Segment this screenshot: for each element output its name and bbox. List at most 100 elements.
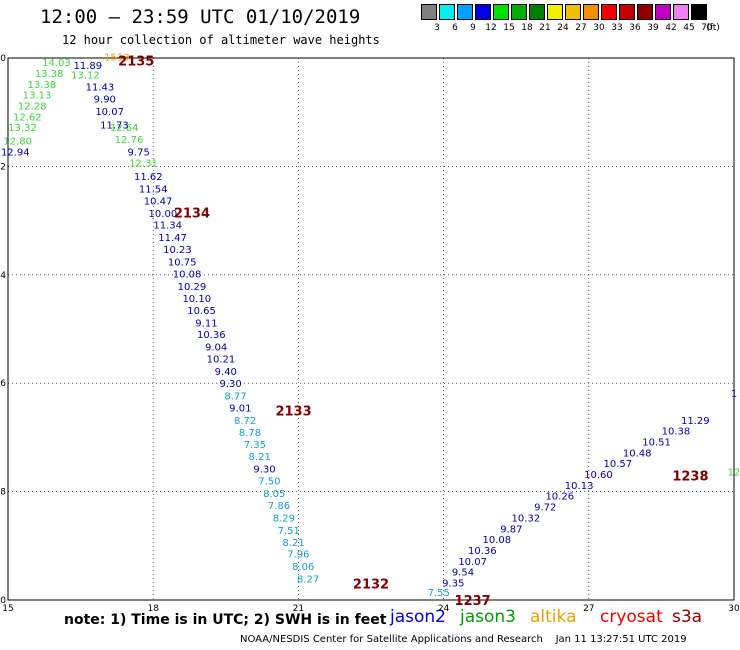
wave-height-value: 7.96 [287, 550, 309, 561]
wave-height-value: 10.08 [483, 535, 512, 546]
wave-height-value: 7.35 [244, 440, 266, 451]
wave-height-value: 10.38 [662, 427, 691, 438]
x-tick-label: 15 [2, 604, 13, 614]
wave-height-value: 9.04 [205, 343, 227, 354]
wave-height-value: 8.78 [239, 428, 261, 439]
scale-label: 42 [665, 23, 677, 33]
plot-frame [7, 57, 735, 601]
x-tick-label: 27 [583, 604, 594, 614]
wave-height-value: 12.94 [1, 148, 30, 159]
y-tick-label: -52 [0, 162, 6, 172]
wave-height-value: 9.87 [500, 524, 522, 535]
scale-label: 30 [593, 23, 605, 33]
wave-height-value: 9.54 [452, 568, 474, 579]
wave-height-value: 10.51 [642, 438, 671, 449]
wave-height-value: 11.34 [153, 221, 182, 232]
wave-height-value: 10.36 [197, 330, 226, 341]
scale-swatch [691, 4, 707, 20]
legend-item-s3a: s3a [672, 607, 703, 627]
wave-height-value: 9.40 [215, 367, 237, 378]
scale-label: 36 [629, 23, 641, 33]
scale-swatch [511, 4, 527, 20]
scale-label: 3 [434, 23, 440, 33]
wave-height-value: 10.65 [187, 306, 216, 317]
scale-label: 39 [647, 23, 659, 33]
y-tick-label: -58 [0, 488, 6, 498]
scale-swatch [673, 4, 689, 20]
wave-height-value: 10.47 [144, 196, 173, 207]
page-subtitle: 12 hour collection of altimeter wave hei… [62, 33, 380, 47]
legend-item-altika: altika [530, 607, 577, 627]
scale-swatch [529, 4, 545, 20]
y-tick-label: -50 [0, 54, 6, 64]
wave-height-value: 8.29 [273, 513, 295, 524]
x-tick-label: 21 [293, 604, 304, 614]
wave-height-value: 10.26 [545, 492, 574, 503]
wave-height-value: 11.54 [139, 184, 168, 195]
wave-height-value: 12.80 [3, 137, 32, 148]
wave-height-value: 9.01 [229, 403, 251, 414]
wave-height-value: 9.30 [253, 465, 275, 476]
scale-label: 6 [452, 23, 458, 33]
scale-swatch [421, 4, 437, 20]
scale-label: 15 [503, 23, 515, 33]
wave-height-value: 8.06 [292, 562, 314, 573]
wave-height-value: 10.60 [584, 470, 613, 481]
pass-number-label: 2132 [353, 578, 389, 593]
wave-height-value: 9.90 [94, 94, 116, 105]
wave-height-value: 10.07 [458, 557, 487, 568]
wave-height-value: 10.21 [207, 355, 236, 366]
wave-height-value: 12.64 [110, 123, 139, 134]
wave-height-value: 12.62 [13, 112, 42, 123]
scale-swatch [583, 4, 599, 20]
scale-swatch [655, 4, 671, 20]
wave-height-value: 13.38 [28, 80, 57, 91]
wave-height-value: 10.36 [468, 546, 497, 557]
scale-swatch [547, 4, 563, 20]
scale-swatch [637, 4, 653, 20]
wave-height-value: 7.51 [278, 526, 300, 537]
scale-label: 27 [575, 23, 587, 33]
scale-swatch [601, 4, 617, 20]
scale-label: 12 [485, 23, 497, 33]
scale-label: 45 [683, 23, 695, 33]
wave-height-value: 11.43 [86, 83, 115, 94]
wave-height-value: 13.12 [71, 71, 100, 82]
legend-item-jason2: jason2 [390, 607, 446, 627]
x-tick-label: 24 [438, 604, 450, 614]
wave-height-value: 10.13 [565, 481, 594, 492]
wave-height-value: 7.86 [268, 501, 290, 512]
x-tick-label: 18 [147, 604, 159, 614]
scale-label: 21 [539, 23, 551, 33]
scale-unit: (ft) [706, 23, 720, 33]
scale-label: 9 [470, 23, 476, 33]
note-text: note: 1) Time is in UTC; 2) SWH is in fe… [64, 612, 387, 628]
wave-height-value: 14.03 [42, 58, 71, 69]
wave-height-value: 9.11 [195, 318, 217, 329]
wave-height-value: 13.13 [23, 91, 52, 102]
wave-height-value: 10.75 [168, 258, 197, 269]
wave-height-value: 12.28 [18, 101, 47, 112]
wave-height-value: 11.89 [74, 61, 103, 72]
footer-credit: NOAA/NESDIS Center for Satellite Applica… [240, 634, 687, 645]
legend-item-jason3: jason3 [460, 607, 516, 627]
pass-number-label: 2135 [118, 55, 154, 70]
scale-label: 70 [701, 23, 713, 33]
wave-height-value: 12.76 [115, 135, 144, 146]
wave-height-value: 10.57 [604, 459, 633, 470]
wave-height-value: 8.77 [224, 391, 246, 402]
wave-height-value: 11.62 [134, 172, 163, 183]
wave-height-value: 8.21 [282, 538, 304, 549]
x-tick-label: 30 [728, 604, 740, 614]
wave-height-value: 10.00 [149, 209, 178, 220]
scale-swatch [565, 4, 581, 20]
wave-height-value: 9.72 [534, 503, 556, 514]
wave-height-value: 11.73 [100, 120, 129, 131]
wave-height-value: 10.48 [623, 448, 652, 459]
wave-height-value: 10.07 [95, 107, 124, 118]
wave-height-value: 10.32 [512, 513, 541, 524]
y-tick-label: -60 [0, 596, 6, 606]
page-title: 12:00 — 23:59 UTC 01/10/2019 [40, 6, 361, 28]
wave-height-value: 9.35 [442, 578, 464, 589]
